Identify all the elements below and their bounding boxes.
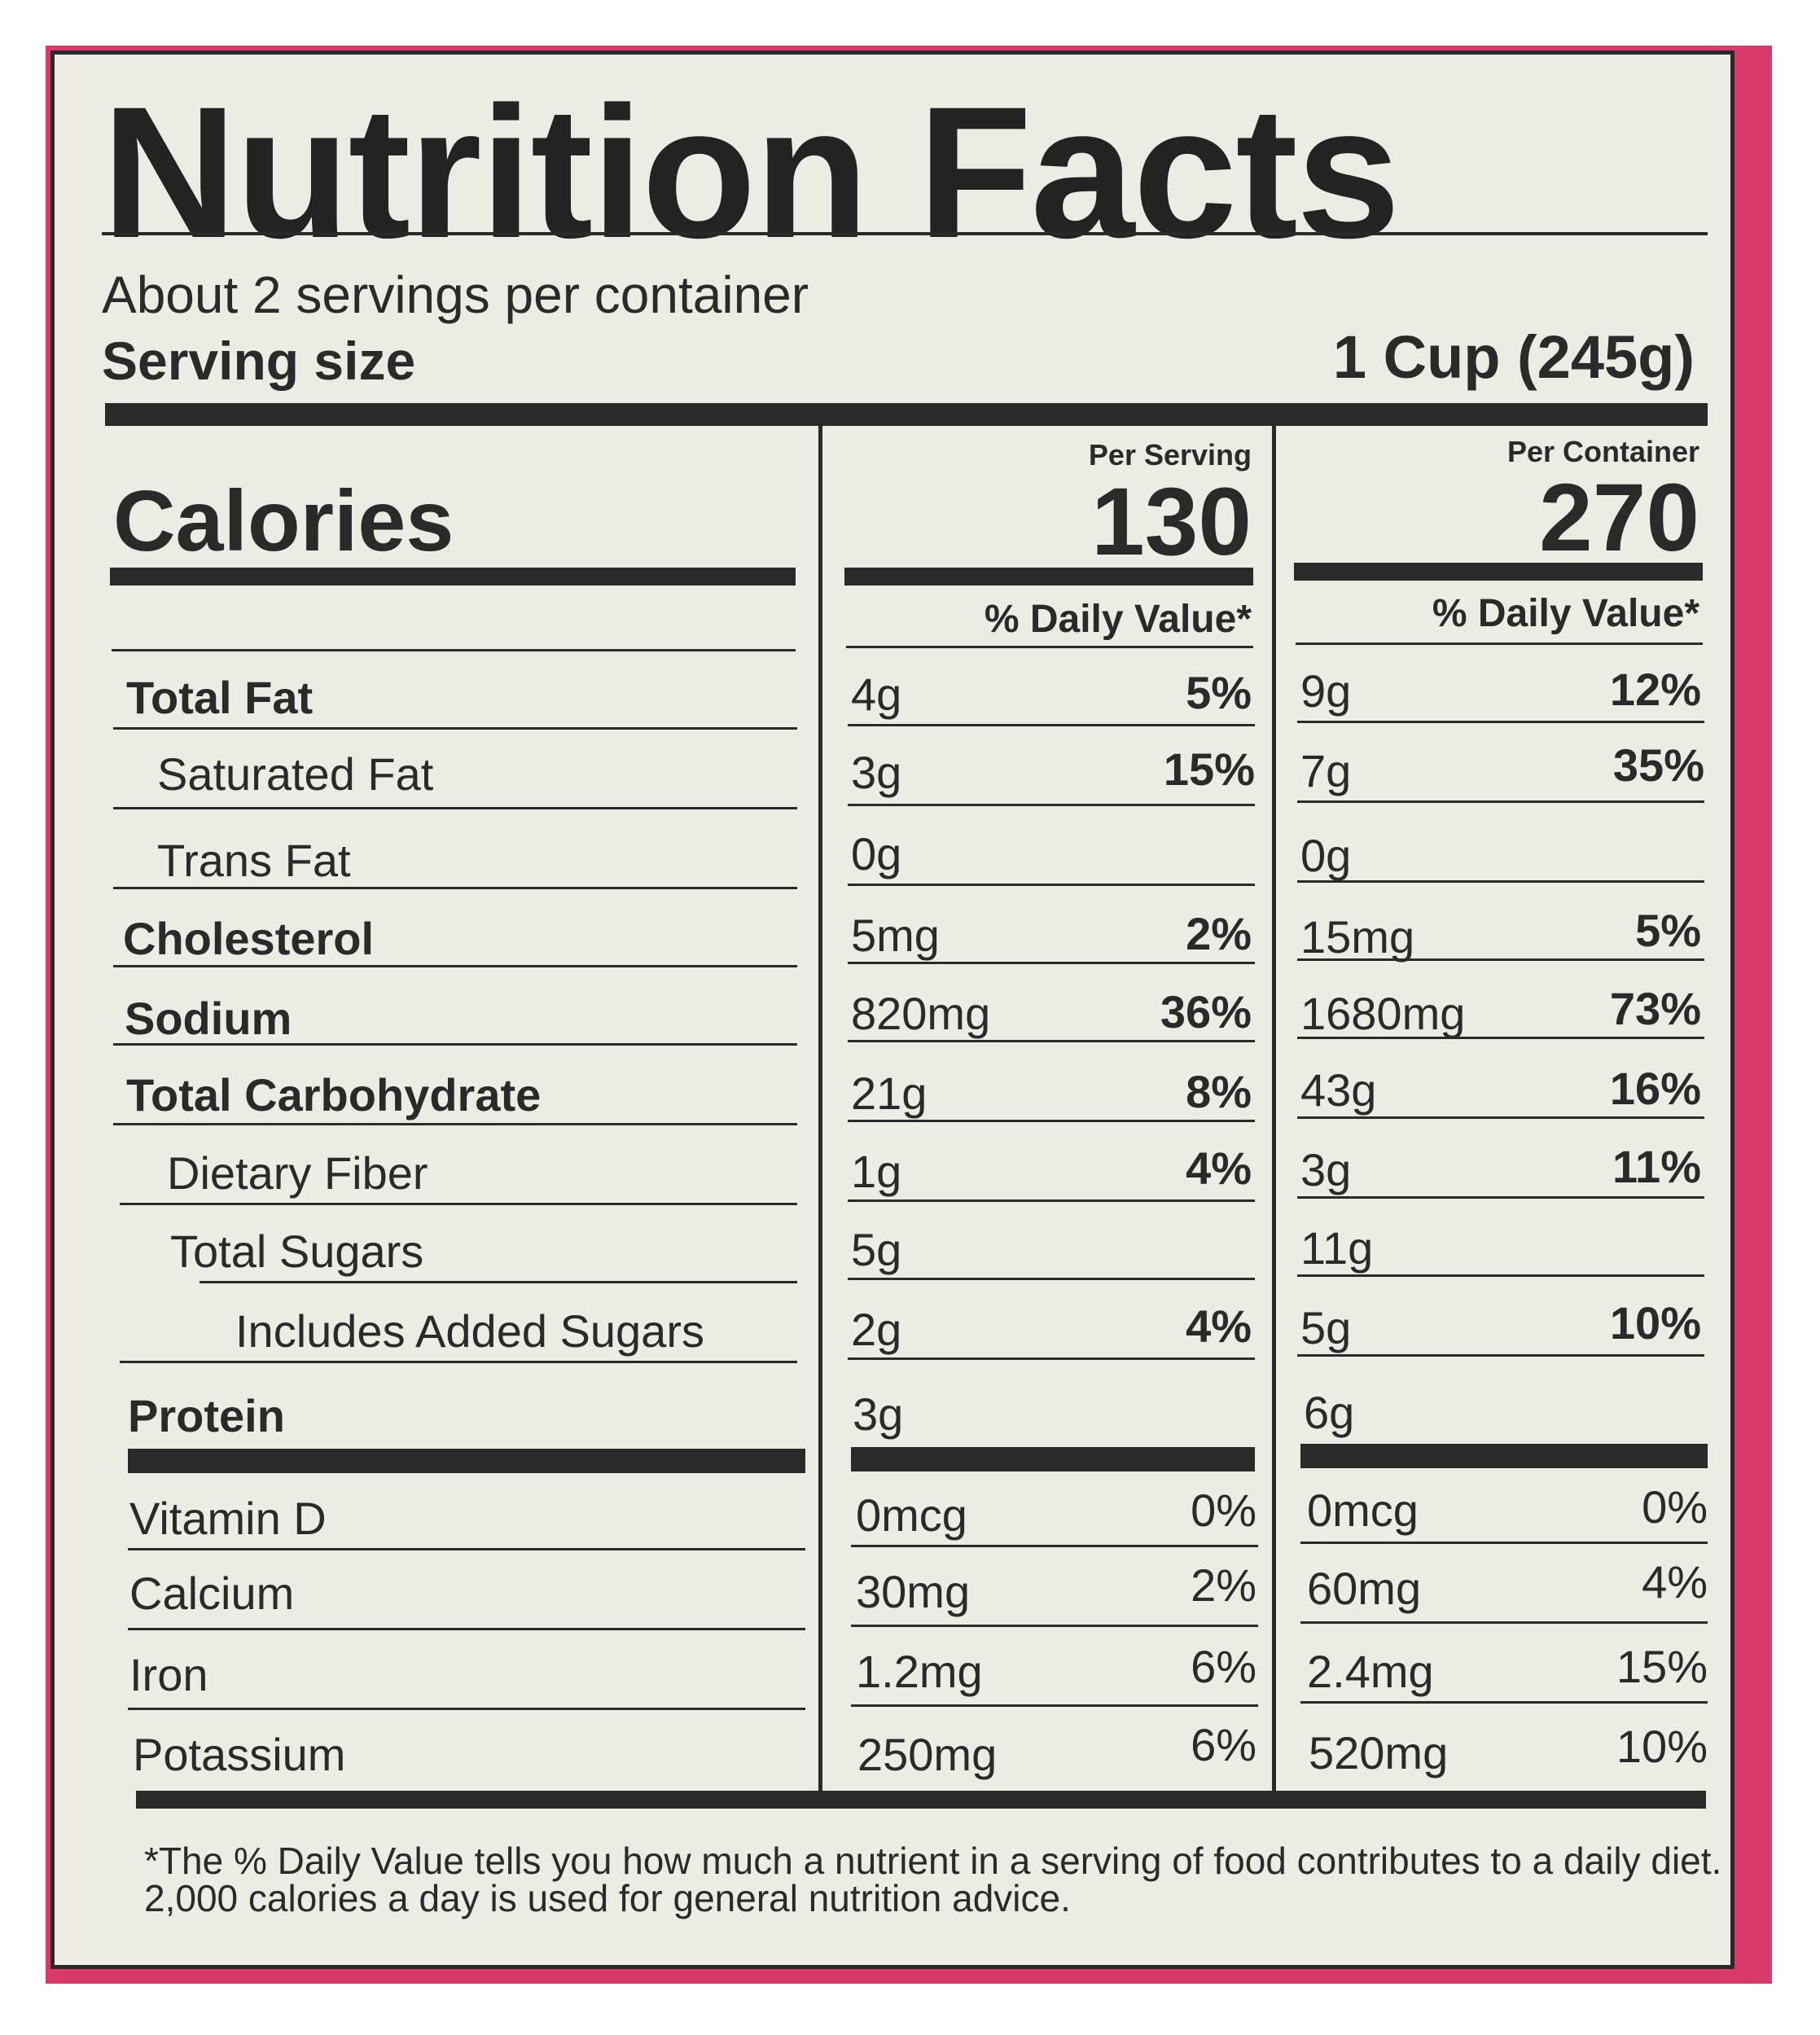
per-serving-calories: 130 [1091,468,1252,576]
nutrient-name: Sodium [125,993,292,1044]
container-amount: 60mg [1307,1563,1422,1614]
serving-thick-bar [105,403,1708,426]
container-dv: 0% [1642,1481,1708,1533]
nutrient-name: Saturated Fat [157,748,434,800]
vitamin-name: Iron [129,1649,208,1700]
panel-title: Nutrition Facts [102,68,1401,277]
container-dv: 16% [1609,1063,1701,1114]
daily-value-footnote: *The % Daily Value tells you how much a … [144,1840,1722,1919]
serving-dv: 8% [1186,1066,1252,1117]
calories-label: Calories [113,473,454,569]
serving-dv: 2% [1186,908,1252,959]
serving-size-value: 1 Cup (245g) [1332,323,1695,391]
servings-per-container: About 2 servings per container [102,265,809,324]
serving-dv: 4% [1186,1300,1252,1352]
container-amount: 43g [1300,1064,1377,1116]
per-container-bar [1294,563,1703,581]
header-rule-label [112,649,796,651]
serving-amount: 5mg [851,910,940,961]
container-amount: 6g [1304,1387,1355,1438]
vitamin-name: Vitamin D [129,1493,327,1544]
vitamin-name: Calcium [129,1568,295,1619]
nutrient-name: Total Carbohydrate [126,1069,542,1121]
per-serving-label: Per Serving [1088,438,1252,471]
per-serving-dv-header: % Daily Value* [984,598,1252,641]
container-dv: 11% [1612,1141,1701,1192]
serving-dv: 0% [1191,1485,1256,1536]
container-amount: 9g [1300,665,1352,717]
header-rule-container [1296,643,1703,645]
serving-amount: 5g [851,1224,902,1275]
per-serving-bar [844,568,1253,586]
container-dv: 15% [1616,1641,1708,1692]
container-amount: 0g [1300,830,1352,881]
bottom-thick-bar [136,1791,1706,1809]
nutrient-name: Protein [128,1390,285,1441]
container-dv: 5% [1635,905,1701,956]
container-dv: 35% [1612,739,1704,791]
serving-dv: 15% [1163,743,1255,795]
per-container-calories: 270 [1539,464,1699,572]
container-dv: 12% [1609,664,1701,715]
serving-amount: 0g [851,828,902,879]
container-amount: 5g [1300,1302,1352,1353]
serving-size-label: Serving size [102,331,416,391]
serving-amount: 30mg [856,1566,971,1617]
serving-amount: 3g [853,1388,904,1440]
column-divider-right [1272,426,1276,1794]
container-amount: 15mg [1300,911,1415,963]
container-amount: 520mg [1309,1727,1449,1778]
serving-dv: 36% [1160,986,1252,1037]
container-dv: 4% [1642,1556,1708,1607]
container-dv: 10% [1609,1297,1701,1349]
container-dv: 10% [1616,1721,1708,1772]
serving-amount: 2g [851,1304,902,1355]
container-amount: 2.4mg [1307,1646,1434,1697]
container-amount: 0mcg [1307,1485,1419,1536]
nutrition-facts-panel: Nutrition Facts About 2 servings per con… [50,50,1734,1969]
serving-dv: 2% [1191,1559,1256,1611]
serving-amount: 820mg [851,988,991,1039]
serving-amount: 1.2mg [856,1646,983,1697]
container-amount: 11g [1300,1222,1374,1274]
serving-amount: 3g [851,747,902,798]
nutrient-name: Total Fat [126,672,314,723]
container-dv: 73% [1609,983,1701,1034]
serving-dv: 6% [1191,1719,1256,1770]
serving-amount: 250mg [857,1729,998,1780]
per-container-label: Per Container [1506,435,1699,468]
serving-dv: 4% [1186,1142,1252,1194]
nutrient-name: Total Sugars [170,1226,424,1277]
nutrient-name: Cholesterol [123,913,375,964]
per-container-dv-header: % Daily Value* [1432,592,1699,635]
serving-amount: 1g [851,1146,902,1197]
nutrient-name: Dietary Fiber [167,1147,428,1199]
title-divider [102,232,1708,235]
calories-bar [110,568,796,586]
nutrient-name: Trans Fat [157,835,351,886]
column-divider-left [818,426,822,1794]
protein-thick-bar [128,1449,805,1473]
container-amount: 7g [1300,745,1352,796]
serving-dv: 6% [1191,1641,1256,1692]
header-rule-serving [846,646,1253,648]
serving-amount: 21g [851,1068,928,1119]
container-amount: 3g [1300,1144,1352,1195]
serving-amount: 0mcg [856,1489,967,1541]
vitamin-name: Potassium [133,1729,346,1780]
serving-amount: 4g [851,669,902,720]
container-amount: 1680mg [1300,988,1466,1039]
nutrient-name: Includes Added Sugars [235,1305,704,1357]
serving-dv: 5% [1186,667,1252,718]
